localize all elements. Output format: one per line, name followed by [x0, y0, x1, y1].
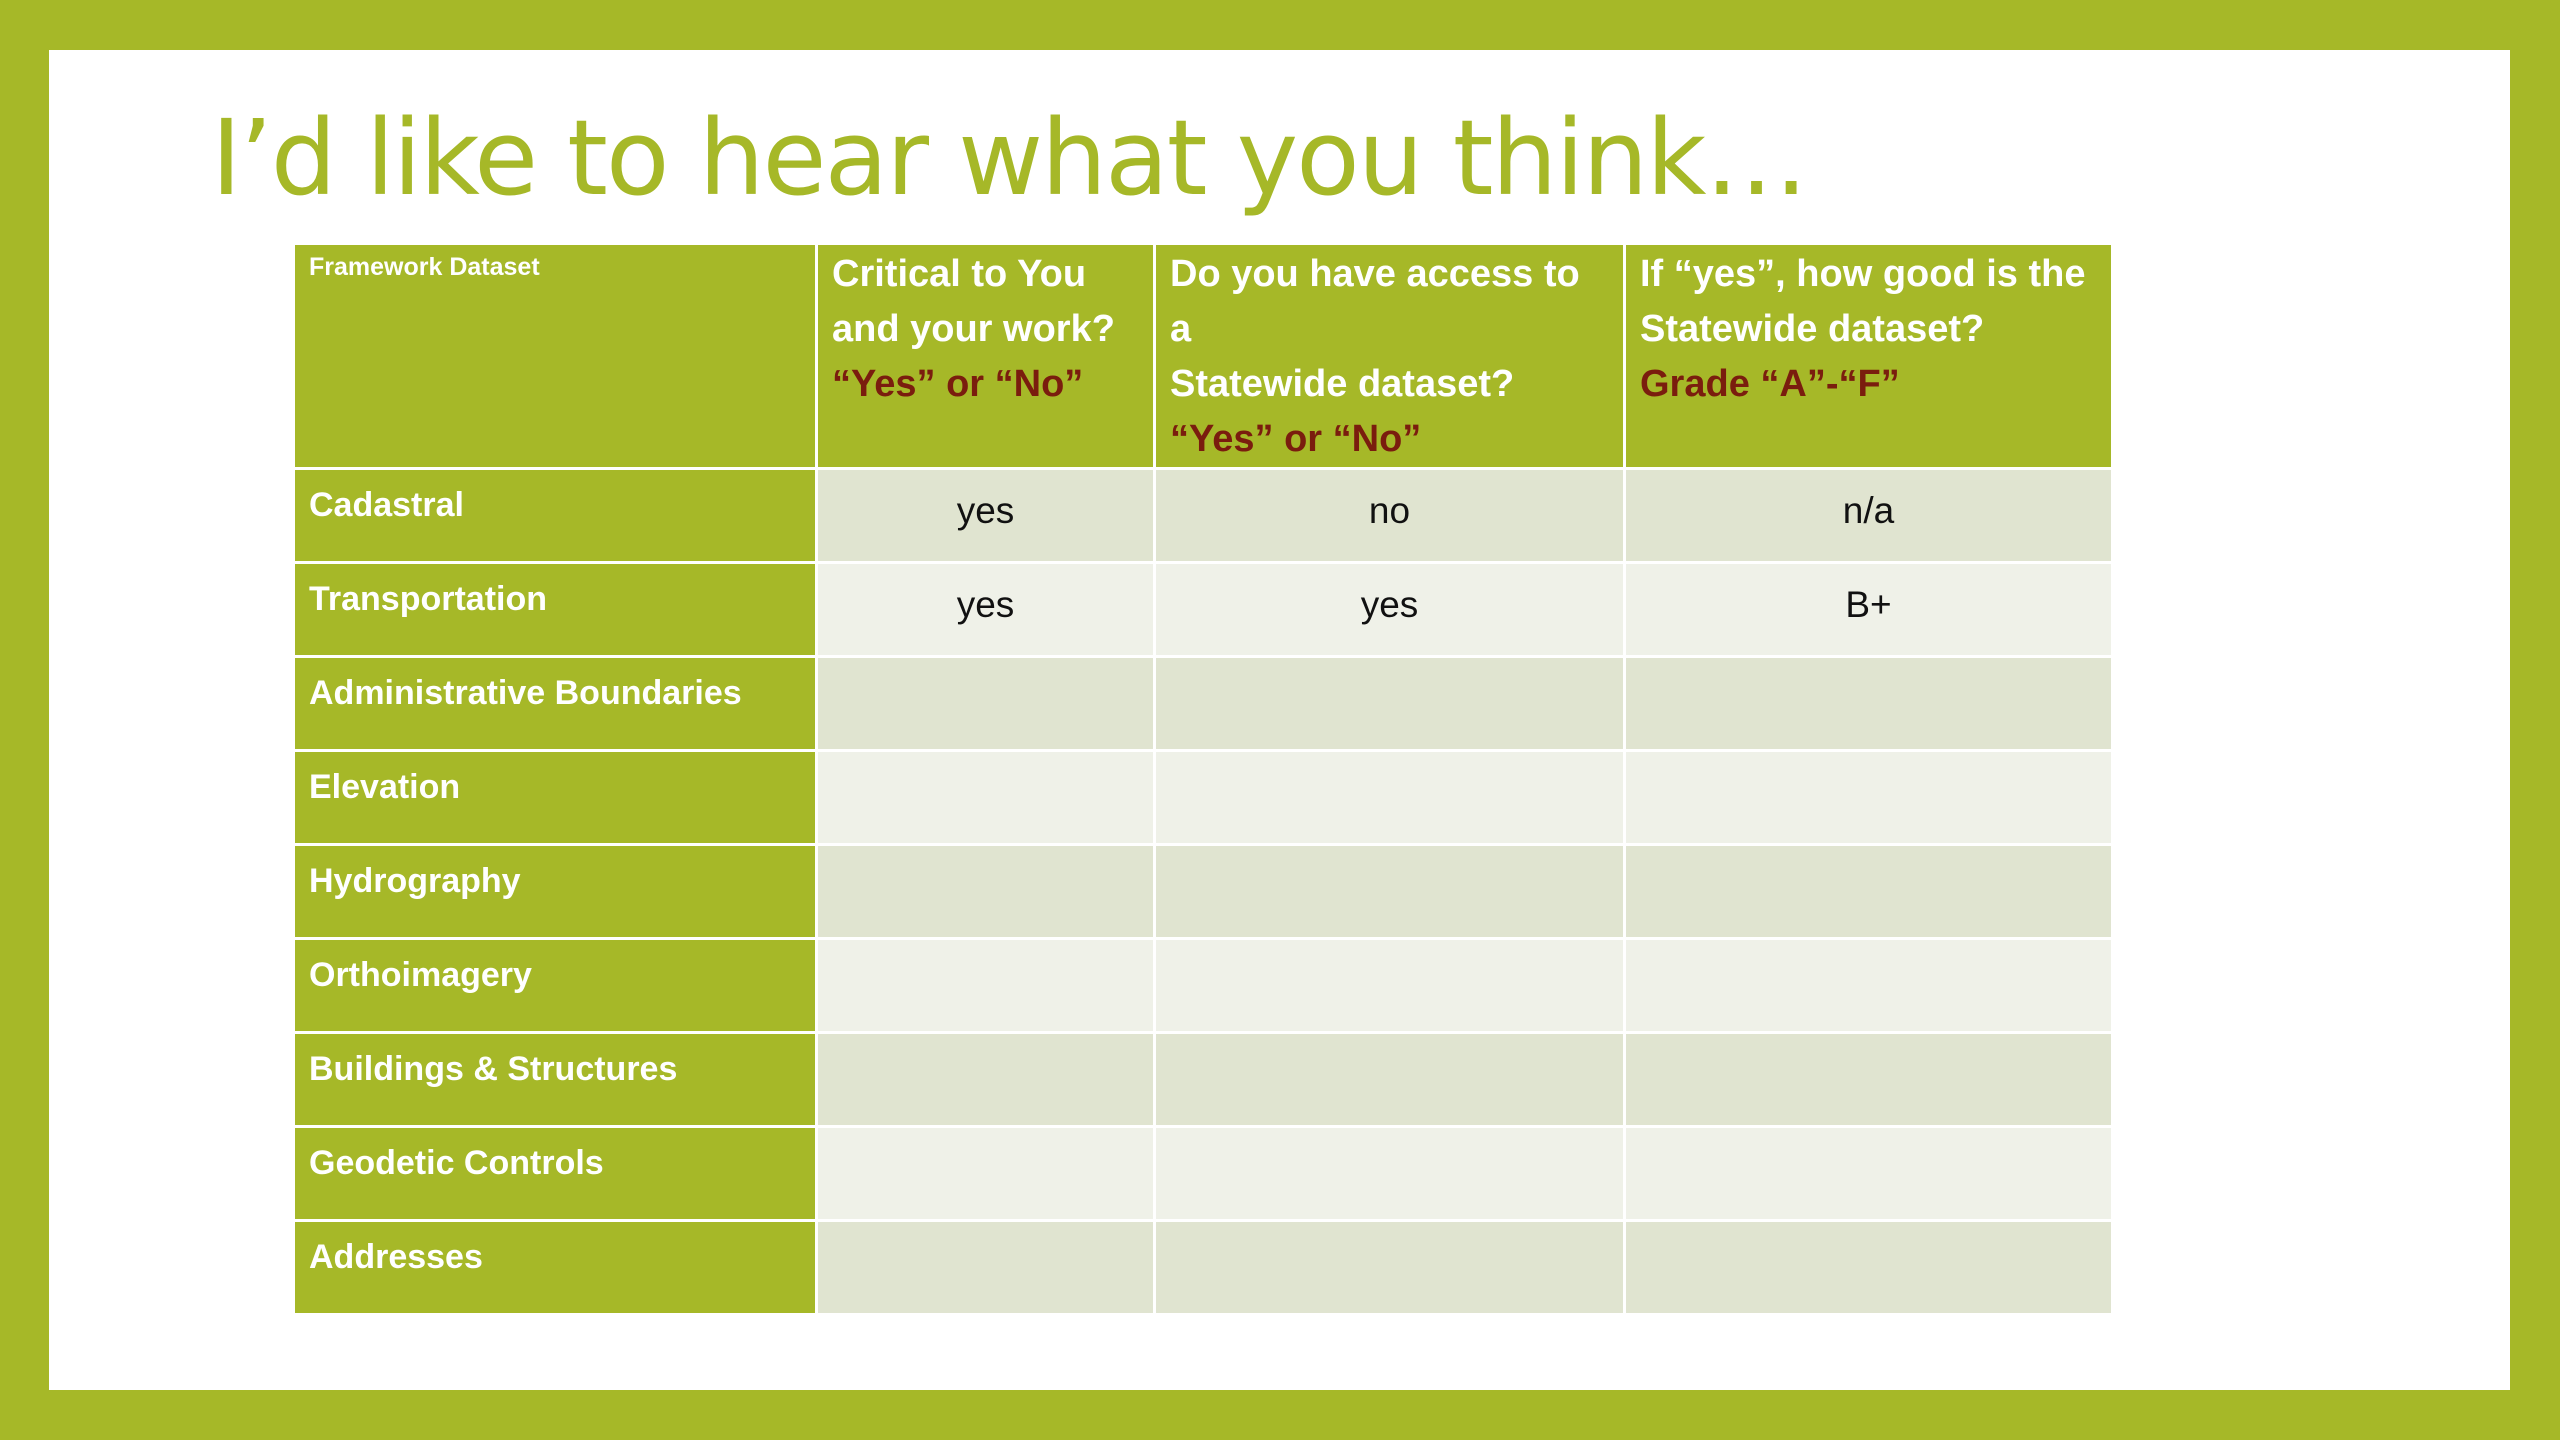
access-cell[interactable]	[1156, 658, 1623, 749]
grade-cell[interactable]	[1626, 846, 2111, 937]
access-cell[interactable]	[1156, 846, 1623, 937]
grade-cell[interactable]	[1626, 752, 2111, 843]
access-cell[interactable]	[1156, 940, 1623, 1031]
access-cell[interactable]	[1156, 752, 1623, 843]
header-critical: Critical to You and your work? “Yes” or …	[818, 245, 1153, 467]
grade-cell[interactable]	[1626, 1128, 2111, 1219]
access-cell[interactable]	[1156, 1128, 1623, 1219]
row-label-orthoimagery: Orthoimagery	[295, 940, 815, 1031]
header-text: and your work?	[832, 308, 1115, 350]
access-cell[interactable]	[1156, 1222, 1623, 1313]
critical-cell[interactable]: yes	[818, 564, 1153, 655]
critical-cell[interactable]	[818, 940, 1153, 1031]
critical-cell[interactable]	[818, 1034, 1153, 1125]
critical-cell[interactable]	[818, 1222, 1153, 1313]
header-framework-dataset: Framework Dataset	[295, 245, 815, 467]
header-access: Do you have access to a Statewide datase…	[1156, 245, 1623, 467]
grade-cell[interactable]	[1626, 1034, 2111, 1125]
table-row: Orthoimagery	[295, 940, 2111, 1031]
access-cell[interactable]	[1156, 1034, 1623, 1125]
row-label-addresses: Addresses	[295, 1222, 815, 1313]
table-row: Elevation	[295, 752, 2111, 843]
table-row: Buildings & Structures	[295, 1034, 2111, 1125]
row-label-elevation: Elevation	[295, 752, 815, 843]
grade-cell[interactable]: B+	[1626, 564, 2111, 655]
header-grade: If “yes”, how good is the Statewide data…	[1626, 245, 2111, 467]
access-cell[interactable]: yes	[1156, 564, 1623, 655]
access-cell[interactable]: no	[1156, 470, 1623, 561]
table-row: Addresses	[295, 1222, 2111, 1313]
table-row: Administrative Boundaries	[295, 658, 2111, 749]
table-header-row: Framework Dataset Critical to You and yo…	[295, 245, 2111, 467]
grade-cell[interactable]	[1626, 1222, 2111, 1313]
critical-cell[interactable]	[818, 658, 1153, 749]
table-row: Transportation yes yes B+	[295, 564, 2111, 655]
row-label-administrative-boundaries: Administrative Boundaries	[295, 658, 815, 749]
row-label-transportation: Transportation	[295, 564, 815, 655]
grade-cell[interactable]	[1626, 658, 2111, 749]
header-answer-hint: Grade “A”-“F”	[1640, 363, 1900, 405]
critical-cell[interactable]	[818, 752, 1153, 843]
table-row: Geodetic Controls	[295, 1128, 2111, 1219]
header-text: Critical to You	[832, 253, 1087, 295]
header-text: If “yes”, how good is the	[1640, 253, 2086, 295]
critical-cell[interactable]: yes	[818, 470, 1153, 561]
slide-title: I’d like to hear what you think…	[211, 97, 1808, 219]
framework-dataset-table: Framework Dataset Critical to You and yo…	[292, 242, 2114, 1316]
header-text: Statewide dataset?	[1640, 308, 1985, 350]
table-row: Hydrography	[295, 846, 2111, 937]
table-row: Cadastral yes no n/a	[295, 470, 2111, 561]
grade-cell[interactable]: n/a	[1626, 470, 2111, 561]
header-text: Do you have access to a	[1170, 253, 1580, 350]
header-answer-hint: “Yes” or “No”	[832, 363, 1084, 405]
grade-cell[interactable]	[1626, 940, 2111, 1031]
header-text: Statewide dataset?	[1170, 363, 1515, 405]
row-label-geodetic-controls: Geodetic Controls	[295, 1128, 815, 1219]
critical-cell[interactable]	[818, 846, 1153, 937]
row-label-hydrography: Hydrography	[295, 846, 815, 937]
header-answer-hint: “Yes” or “No”	[1170, 418, 1422, 460]
row-label-cadastral: Cadastral	[295, 470, 815, 561]
critical-cell[interactable]	[818, 1128, 1153, 1219]
row-label-buildings-structures: Buildings & Structures	[295, 1034, 815, 1125]
